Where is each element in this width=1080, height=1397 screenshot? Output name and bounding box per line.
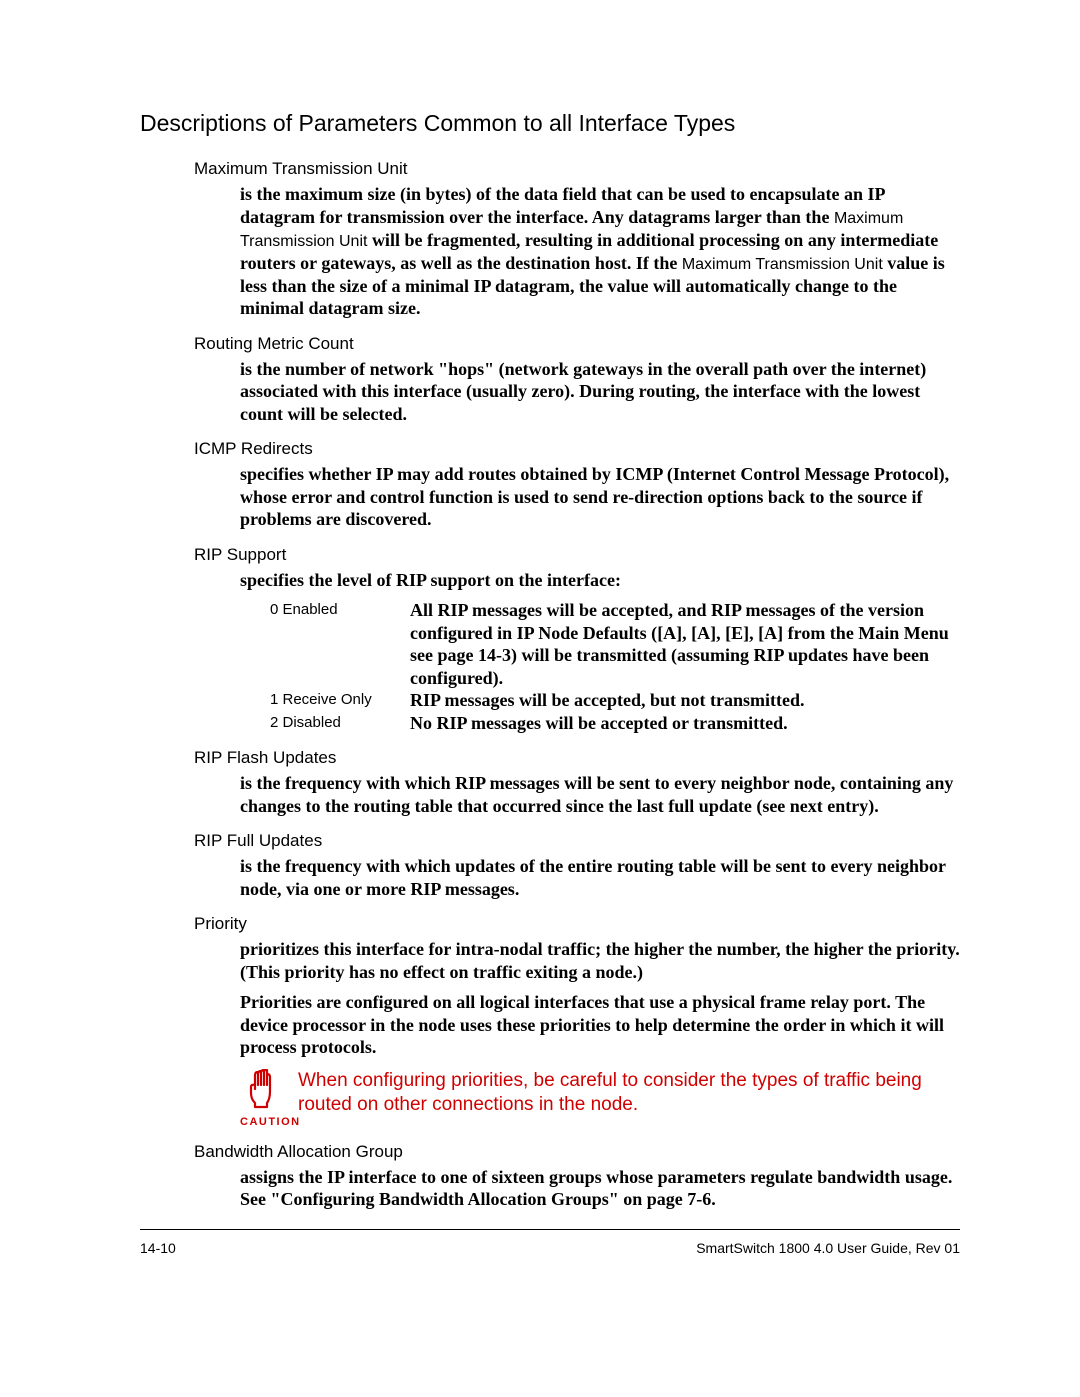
rip-options-table: 0 Enabled All RIP messages will be accep…	[270, 599, 960, 734]
param-term-bag: Bandwidth Allocation Group	[194, 1142, 960, 1162]
param-term-rip-flash: RIP Flash Updates	[194, 748, 960, 768]
param-term-routing-metric: Routing Metric Count	[194, 334, 960, 354]
option-label: 0 Enabled	[270, 599, 410, 618]
param-def-rip-full: is the frequency with which updates of t…	[240, 855, 960, 900]
inline-term: Maximum Transmission Unit	[682, 256, 883, 273]
caution-icon: CAUTION	[240, 1069, 284, 1128]
param-term-icmp: ICMP Redirects	[194, 439, 960, 459]
key-sequence: [A], [A], [E], [A]	[657, 623, 783, 643]
doc-title-footer: SmartSwitch 1800 4.0 User Guide, Rev 01	[696, 1240, 960, 1256]
param-def-priority-1: prioritizes this interface for intra-nod…	[240, 938, 960, 983]
param-term-priority: Priority	[194, 914, 960, 934]
param-term-rip-support: RIP Support	[194, 545, 960, 565]
param-def-bag: assigns the IP interface to one of sixte…	[240, 1166, 960, 1211]
param-def-routing-metric: is the number of network "hops" (network…	[240, 358, 960, 426]
page-number: 14-10	[140, 1240, 176, 1256]
document-page: Descriptions of Parameters Common to all…	[0, 0, 1080, 1397]
param-term-rip-full: RIP Full Updates	[194, 831, 960, 851]
param-def-rip-flash: is the frequency with which RIP messages…	[240, 772, 960, 817]
text: is the maximum size (in bytes) of the da…	[240, 184, 885, 227]
caution-label: CAUTION	[240, 1116, 284, 1128]
option-label: 2 Disabled	[270, 712, 410, 731]
param-def-mtu: is the maximum size (in bytes) of the da…	[240, 183, 960, 320]
option-text: RIP messages will be accepted, but not t…	[410, 689, 804, 712]
table-row: 2 Disabled No RIP messages will be accep…	[270, 712, 960, 735]
param-def-rip-support: specifies the level of RIP support on th…	[240, 569, 960, 592]
page-footer: 14-10 SmartSwitch 1800 4.0 User Guide, R…	[140, 1229, 960, 1256]
caution-block: CAUTION When configuring priorities, be …	[240, 1069, 960, 1128]
option-label: 1 Receive Only	[270, 689, 410, 708]
caution-text: When configuring priorities, be careful …	[298, 1069, 960, 1118]
param-def-priority-2: Priorities are configured on all logical…	[240, 991, 960, 1059]
table-row: 1 Receive Only RIP messages will be acce…	[270, 689, 960, 712]
option-text: All RIP messages will be accepted, and R…	[410, 599, 960, 689]
param-term-mtu: Maximum Transmission Unit	[194, 159, 960, 179]
param-def-icmp: specifies whether IP may add routes obta…	[240, 463, 960, 531]
table-row: 0 Enabled All RIP messages will be accep…	[270, 599, 960, 689]
page-title: Descriptions of Parameters Common to all…	[140, 110, 960, 137]
option-text: No RIP messages will be accepted or tran…	[410, 712, 788, 735]
